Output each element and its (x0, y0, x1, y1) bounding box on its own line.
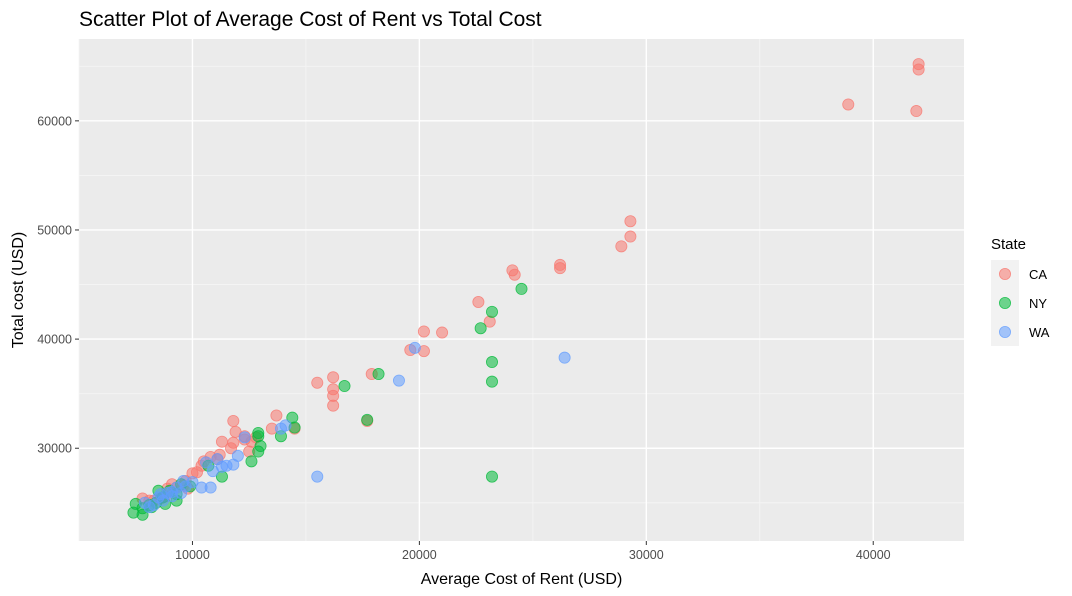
data-point-ca (215, 435, 228, 448)
data-point-wa (177, 474, 190, 487)
legend-key-wa (999, 325, 1012, 338)
legend-label-wa: WA (1029, 325, 1050, 340)
data-point-ca (472, 296, 485, 309)
x-tick-label: 10000 (175, 548, 210, 562)
y-tick-label: 30000 (37, 442, 72, 456)
data-point-ny (252, 445, 265, 458)
data-point-ca (436, 326, 449, 339)
data-point-ca (270, 409, 283, 422)
data-point-ca (615, 240, 628, 253)
data-point-wa (206, 465, 219, 478)
data-point-ca (554, 262, 567, 275)
data-point-ny (245, 455, 258, 468)
data-point-ny (474, 322, 487, 335)
minor-gridlines (78, 39, 964, 541)
data-point-ca (227, 414, 240, 427)
data-point-ca (417, 325, 430, 338)
data-point-ny (252, 430, 265, 443)
data-point-ca (508, 268, 521, 281)
data-point-wa (238, 431, 251, 444)
data-point-wa (408, 341, 421, 354)
data-point-ca (624, 215, 637, 228)
legend-label-ca: CA (1029, 267, 1047, 282)
data-points (127, 58, 925, 521)
y-axis-title: Total cost (USD) (10, 232, 27, 348)
data-point-ny (485, 356, 498, 369)
data-point-ny (136, 508, 149, 521)
data-point-ca (910, 105, 923, 118)
data-point-ca (311, 376, 324, 389)
data-point-wa (558, 351, 571, 364)
x-tick-label: 20000 (402, 548, 437, 562)
legend-title: State (991, 236, 1026, 253)
y-tick-label: 50000 (37, 223, 72, 237)
data-point-ny (485, 470, 498, 483)
data-point-wa (211, 453, 224, 466)
legend-items: CA NY WA (999, 267, 1050, 340)
data-point-ca (327, 399, 340, 412)
data-point-ca (912, 63, 925, 76)
data-point-ny (485, 375, 498, 388)
data-point-wa (311, 470, 324, 483)
data-point-ny (485, 305, 498, 318)
data-point-ca (842, 98, 855, 111)
data-point-wa (154, 488, 167, 501)
x-tick-label: 30000 (629, 548, 664, 562)
y-tick-label: 60000 (37, 114, 72, 128)
y-tick-label: 40000 (37, 333, 72, 347)
data-point-ca (225, 442, 238, 455)
data-point-ca (624, 230, 637, 243)
data-point-ny (372, 368, 385, 381)
legend: State CA NY WA (991, 236, 1050, 346)
data-point-wa (195, 481, 208, 494)
x-axis-ticks: 10000 20000 30000 40000 (175, 541, 891, 562)
data-point-wa (392, 374, 405, 387)
legend-label-ny: NY (1029, 296, 1047, 311)
data-point-wa (138, 496, 151, 509)
y-axis-ticks: 30000 40000 50000 60000 (37, 114, 79, 456)
data-point-ny (338, 380, 351, 393)
data-point-ca (327, 371, 340, 384)
data-point-wa (200, 456, 213, 469)
chart-title: Scatter Plot of Average Cost of Rent vs … (79, 8, 542, 31)
x-axis-title: Average Cost of Rent (USD) (421, 571, 623, 588)
legend-key-ny (999, 296, 1012, 309)
data-point-wa (274, 422, 287, 435)
legend-key-ca (999, 267, 1012, 280)
data-point-ny (515, 282, 528, 295)
x-tick-label: 40000 (856, 548, 891, 562)
data-point-ny (361, 413, 374, 426)
